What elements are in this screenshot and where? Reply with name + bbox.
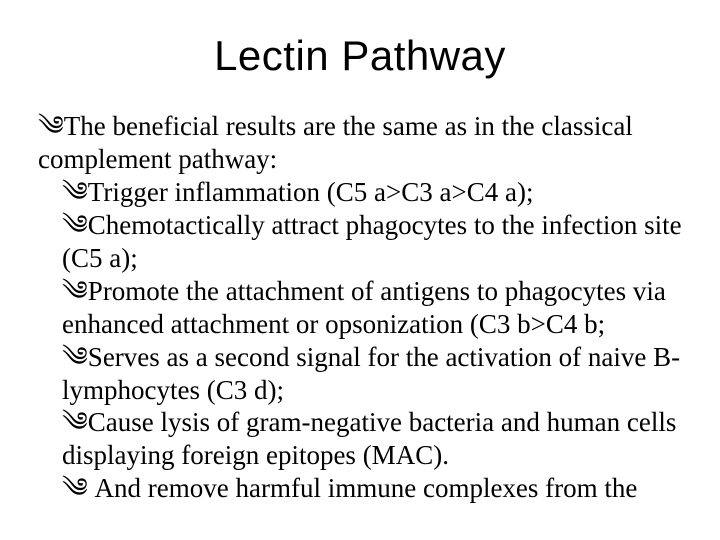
slide-title: Lectin Pathway	[0, 32, 720, 80]
list-item-text: Serves as a second signal for the activa…	[62, 342, 680, 405]
list-item: ༄ And remove harmful immune complexes fr…	[38, 472, 686, 505]
list-item-text: Cause lysis of gram-negative bacteria an…	[62, 407, 676, 470]
list-item: ༄Serves as a second signal for the activ…	[38, 341, 686, 407]
slide: Lectin Pathway ༄The beneficial results a…	[0, 0, 720, 540]
list-item: ༄Trigger inflammation (C5 a>C3 a>C4 a);	[38, 176, 686, 209]
slide-body: ༄The beneficial results are the same as …	[38, 110, 686, 505]
list-item: ༄The beneficial results are the same as …	[38, 110, 686, 176]
list-item-text: Chemotactically attract phagocytes to th…	[62, 210, 682, 273]
bullet-icon: ༄	[38, 111, 64, 141]
bullet-icon: ༄	[62, 473, 88, 503]
list-item-text: Trigger inflammation (C5 a>C3 a>C4 a);	[88, 177, 534, 207]
list-item: ༄Chemotactically attract phagocytes to t…	[38, 209, 686, 275]
bullet-icon: ༄	[62, 210, 88, 240]
list-item-text: Promote the attachment of antigens to ph…	[62, 276, 666, 339]
list-item: ༄Promote the attachment of antigens to p…	[38, 275, 686, 341]
bullet-icon: ༄	[62, 177, 88, 207]
list-item-text: The beneficial results are the same as i…	[38, 111, 633, 174]
list-item: ༄Cause lysis of gram-negative bacteria a…	[38, 406, 686, 472]
bullet-icon: ༄	[62, 407, 88, 437]
bullet-icon: ༄	[62, 342, 88, 372]
list-item-text: And remove harmful immune complexes from…	[88, 473, 638, 503]
bullet-icon: ༄	[62, 276, 88, 306]
